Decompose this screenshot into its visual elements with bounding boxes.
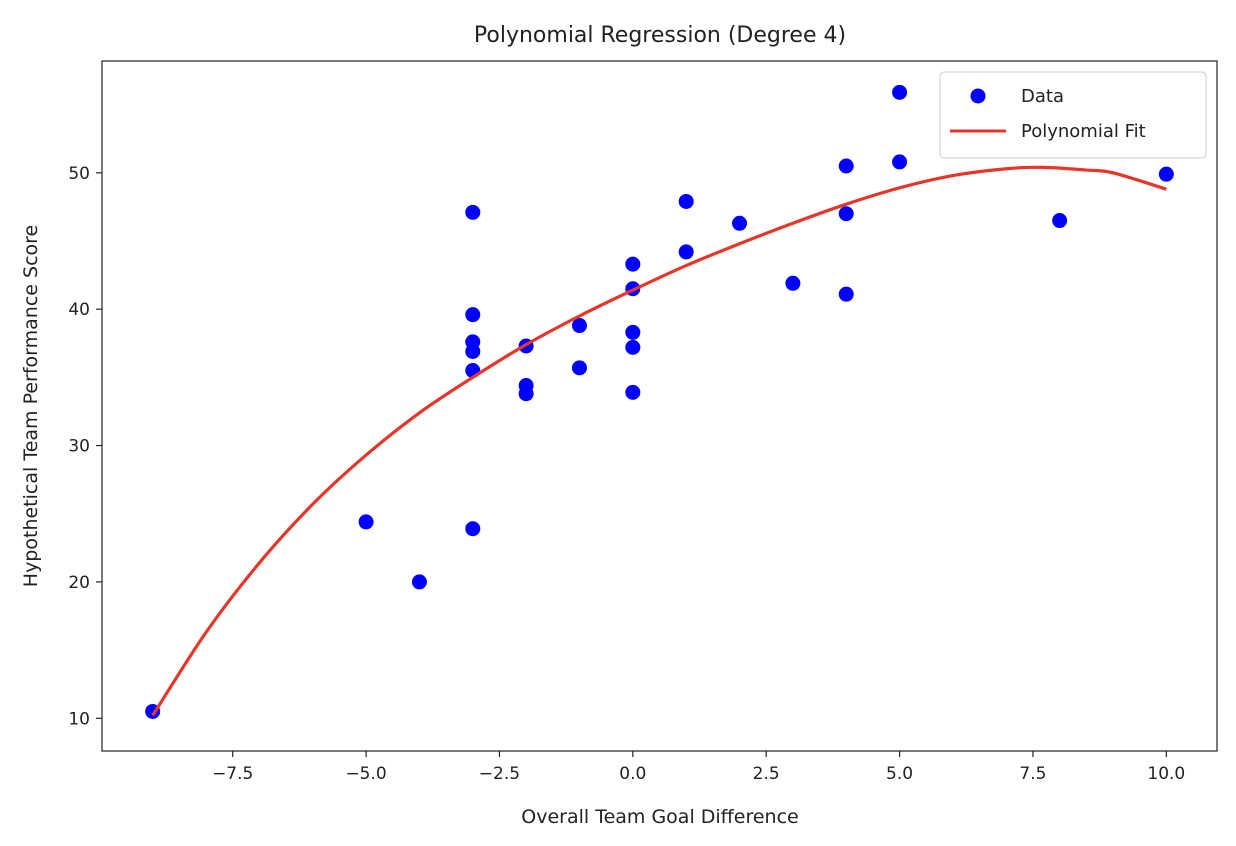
x-tick-label: 7.5: [1019, 764, 1046, 784]
data-point: [892, 84, 908, 100]
x-tick-label: 2.5: [753, 764, 780, 784]
data-point: [625, 384, 641, 400]
x-axis: −7.5 −5.0 −2.5 0.0 2.5 5.0 7.5 10.0: [212, 751, 1185, 784]
y-axis-label: Hypothetical Team Performance Score: [20, 225, 42, 587]
x-tick-label: −2.5: [479, 764, 520, 784]
x-tick-label: −7.5: [212, 764, 253, 784]
data-point: [892, 154, 908, 170]
plot-area: [145, 84, 1174, 719]
fit-line: [151, 165, 1167, 717]
x-tick-label: 5.0: [886, 764, 913, 784]
data-point: [571, 360, 587, 376]
data-point: [465, 307, 481, 323]
x-tick-label: −5.0: [345, 764, 386, 784]
legend-box: [939, 71, 1207, 159]
data-point: [1052, 213, 1068, 229]
data-point: [838, 158, 854, 174]
data-point: [625, 324, 641, 340]
data-point: [465, 204, 481, 220]
data-point: [411, 574, 427, 590]
data-point: [465, 343, 481, 359]
data-point: [571, 318, 587, 334]
data-point: [732, 215, 748, 231]
y-tick-label: 30: [68, 437, 90, 457]
legend: Data Polynomial Fit: [939, 71, 1207, 159]
x-tick-label: 0.0: [619, 764, 646, 784]
legend-label-fit: Polynomial Fit: [1021, 121, 1146, 142]
y-tick-label: 20: [68, 573, 90, 593]
data-point: [358, 514, 374, 530]
x-axis-label: Overall Team Goal Difference: [521, 806, 798, 828]
data-point: [838, 286, 854, 302]
y-tick-label: 10: [68, 709, 90, 729]
data-point: [1158, 166, 1174, 182]
data-point: [678, 193, 694, 209]
data-point: [678, 244, 694, 260]
data-point: [625, 256, 641, 272]
y-tick-label: 50: [68, 164, 90, 184]
chart-title: Polynomial Regression (Degree 4): [474, 23, 846, 48]
data-point: [465, 521, 481, 537]
legend-marker-data: [970, 88, 986, 104]
data-point: [838, 206, 854, 222]
data-point: [625, 339, 641, 355]
y-axis: 10 20 30 40 50: [68, 164, 102, 729]
data-point: [518, 386, 534, 402]
y-tick-label: 40: [68, 300, 90, 320]
plot-frame: [101, 60, 1218, 752]
data-point: [785, 275, 801, 291]
x-tick-label: 10.0: [1147, 764, 1185, 784]
legend-label-data: Data: [1021, 86, 1064, 107]
